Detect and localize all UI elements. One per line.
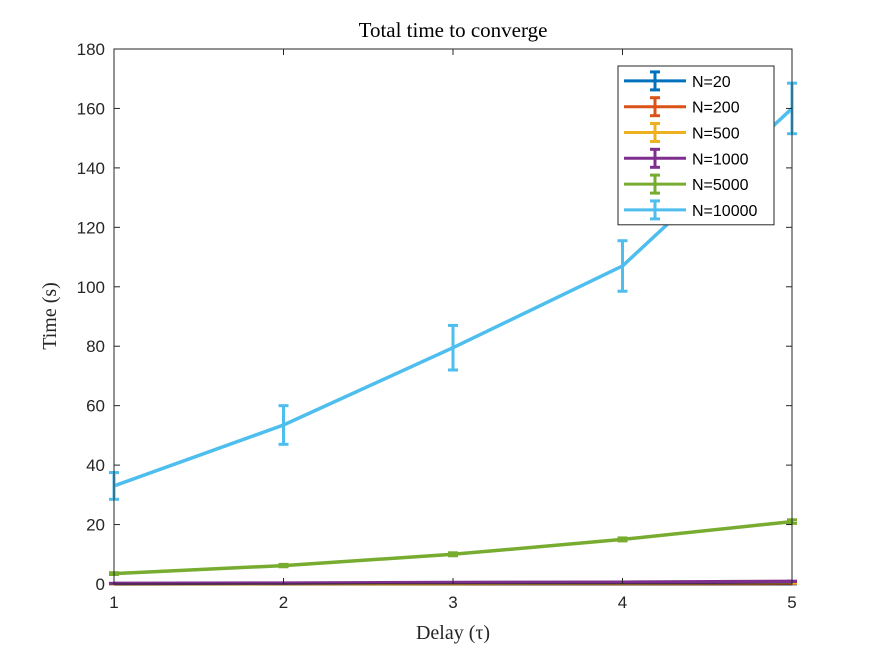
legend: N=20 N=200 N=500 N=1000 N=5000 N=10000 xyxy=(617,65,775,226)
y-tick-label: 40 xyxy=(86,456,105,475)
y-tick-label: 60 xyxy=(86,397,105,416)
legend-entry: N=5000 xyxy=(624,173,749,195)
y-tick-label: 140 xyxy=(77,159,105,178)
legend-box xyxy=(617,65,775,226)
chart-title: Total time to converge xyxy=(359,18,548,42)
legend-entry: N=500 xyxy=(624,122,740,143)
legend-label: N=500 xyxy=(692,126,740,143)
data-point xyxy=(617,239,628,293)
y-tick-label: 120 xyxy=(77,218,105,237)
y-tick-label: 100 xyxy=(77,278,105,297)
y-tick-label: 20 xyxy=(86,516,105,535)
legend-label: N=5000 xyxy=(692,177,749,194)
x-tick-label: 2 xyxy=(279,593,288,612)
y-tick-label: 80 xyxy=(86,337,105,356)
x-tick-label: 4 xyxy=(618,593,627,612)
y-tick-label: 160 xyxy=(77,99,105,118)
y-tick-label: 0 xyxy=(96,575,105,594)
data-point xyxy=(617,536,628,543)
axes-layer: 1 2 3 4 5 0 20 40 60 80 100 120 140 160 180 xyxy=(77,40,797,612)
x-tick-label: 3 xyxy=(448,593,457,612)
x-tick-label: 5 xyxy=(787,593,796,612)
legend-label: N=1000 xyxy=(692,151,749,168)
legend-entry: N=10000 xyxy=(624,199,757,221)
legend-entry: N=1000 xyxy=(624,147,749,169)
data-point xyxy=(278,562,289,569)
legend-label: N=200 xyxy=(692,100,740,117)
legend-entry: N=200 xyxy=(624,96,740,118)
y-axis-label: Time (s) xyxy=(39,282,61,350)
x-tick-label: 1 xyxy=(109,593,118,612)
x-axis-label: Delay (τ) xyxy=(416,622,490,644)
legend-entry: N=20 xyxy=(624,70,731,92)
data-point xyxy=(448,551,458,558)
legend-label: N=20 xyxy=(692,74,731,91)
data-point xyxy=(448,323,458,372)
y-tick-label: 180 xyxy=(77,40,105,59)
legend-label: N=10000 xyxy=(692,203,757,220)
data-point xyxy=(278,404,289,446)
